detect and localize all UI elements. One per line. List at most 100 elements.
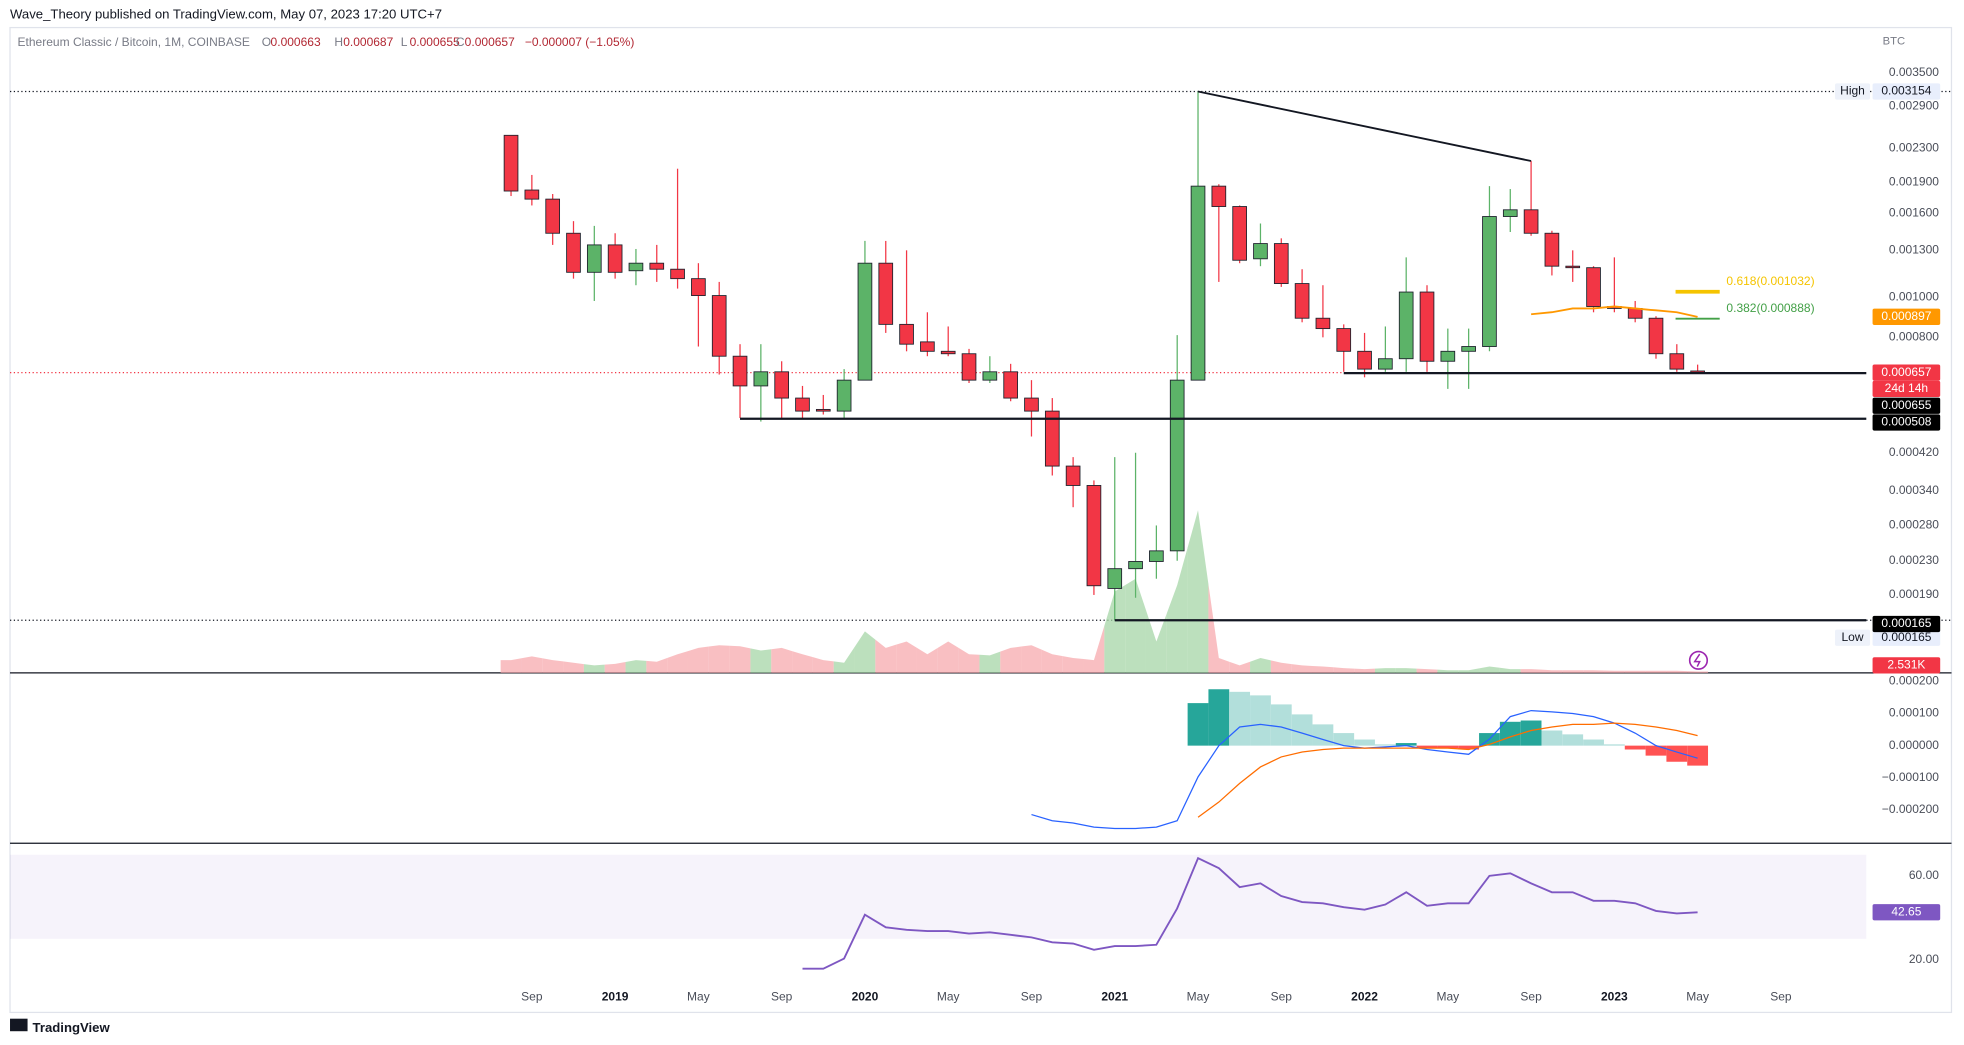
macd-histogram-bar [1208, 689, 1230, 746]
volume-area [771, 647, 793, 673]
candle-body [1357, 350, 1372, 370]
legend-value: 0.000655 [410, 35, 460, 49]
candle-body [1378, 358, 1393, 370]
macd-histogram-bar [1270, 704, 1292, 746]
y-tick-label: 0.001300 [1889, 243, 1939, 257]
ema-value: 0.000897 [1881, 309, 1931, 323]
volume-area [1250, 657, 1271, 673]
y-tick-label: 0.002300 [1889, 140, 1939, 154]
legend-label: C [456, 35, 465, 49]
ema-value-bg [1872, 308, 1941, 325]
candle-body [670, 268, 685, 280]
rsi-tick-label: 20.00 [1909, 952, 1939, 966]
rsi-tick-label: 60.00 [1909, 868, 1939, 882]
y-tick-label: 0.000800 [1889, 330, 1939, 344]
volume-area [1229, 661, 1251, 673]
legend-label: L [401, 35, 408, 49]
volume-area [1083, 625, 1105, 673]
candle-body [1440, 350, 1456, 362]
volume-area [1499, 667, 1521, 673]
level-value-bg [1872, 414, 1941, 431]
y-tick-label: 0.000340 [1889, 483, 1939, 497]
candle-body [1294, 283, 1310, 319]
candle-body [1211, 185, 1227, 207]
candle-body [878, 262, 894, 325]
volume-area [1062, 656, 1084, 673]
countdown: 24d 14h [1885, 381, 1928, 395]
volume-area [542, 658, 564, 673]
macd-histogram-bar [1583, 739, 1604, 746]
candle-body [1149, 550, 1164, 562]
macd-tick-label: −0.000100 [1882, 770, 1939, 784]
high-label-bg [1834, 83, 1871, 100]
volume-area [812, 657, 834, 673]
macd-histogram-bar [1354, 739, 1375, 746]
x-tick-label: 2019 [602, 990, 629, 1004]
macd-histogram-bar [1603, 744, 1625, 746]
volume-area [979, 651, 1001, 673]
candle-body [815, 408, 831, 412]
legend-value: 0.000657 [465, 35, 515, 49]
y-tick-label: 0.001600 [1889, 205, 1939, 219]
volume-area [500, 658, 522, 673]
y-tick-label: 0.001900 [1889, 175, 1939, 189]
trendline [1197, 90, 1532, 162]
fib-label: 0.618(0.001032) [1726, 274, 1814, 288]
volume-area [1000, 646, 1022, 673]
volume-area [1312, 665, 1334, 673]
high-label: High [1840, 84, 1865, 98]
volume-area [1416, 668, 1438, 673]
legend-value: 0.000687 [343, 35, 393, 49]
volume-area [1603, 670, 1625, 673]
volume-area [1541, 669, 1563, 673]
candle-body [1169, 379, 1185, 552]
candle-body [836, 379, 852, 412]
macd-histogram-bar [1520, 720, 1542, 746]
event-icon[interactable] [1688, 650, 1709, 670]
x-tick-label: May [1686, 990, 1709, 1004]
level-value: 0.000508 [1881, 415, 1931, 429]
y-tick-label: 0.003500 [1889, 65, 1939, 79]
candle-body [1565, 265, 1581, 269]
candle-body [649, 262, 665, 270]
volume-area [729, 645, 751, 673]
volume-value-bg [1872, 657, 1941, 674]
candle-body [1627, 307, 1643, 319]
x-tick-label: Sep [521, 990, 543, 1004]
volume-area [1208, 584, 1230, 673]
rsi-line [802, 856, 1698, 970]
volume-area [1041, 649, 1063, 673]
countdown-bg [1872, 380, 1941, 398]
legend-label: O [262, 35, 271, 49]
candle-body [1482, 216, 1497, 347]
candle-body [1669, 353, 1685, 370]
x-tick-label: May [1436, 990, 1459, 1004]
y-tick-label: 0.001000 [1889, 290, 1939, 304]
level-value-bg [1872, 615, 1941, 633]
y-tick-label: 0.000230 [1889, 553, 1939, 567]
macd-tick-label: −0.000200 [1882, 802, 1939, 816]
volume-area [521, 656, 543, 673]
candle-body [1190, 185, 1206, 381]
macd-histogram-bar [1250, 695, 1271, 746]
volume-area [896, 641, 917, 673]
x-tick-label: Sep [1520, 990, 1542, 1004]
candle-body [732, 355, 748, 387]
x-tick-label: 2023 [1601, 990, 1628, 1004]
macd-histogram-bar [1437, 745, 1459, 749]
x-tick-label: Sep [1271, 990, 1293, 1004]
volume-area [854, 631, 876, 673]
macd-histogram-bar [1416, 745, 1438, 749]
x-tick-label: Sep [771, 990, 793, 1004]
x-tick-label: May [1187, 990, 1210, 1004]
candle-body [566, 232, 581, 273]
volume-area [1187, 510, 1209, 673]
volume-area [1645, 670, 1667, 673]
candle-body [586, 244, 602, 273]
x-tick-label: May [937, 990, 960, 1004]
candle-body [753, 371, 769, 387]
candle-body [1523, 209, 1539, 234]
macd-histogram-bar [1562, 734, 1584, 746]
volume-area [1437, 669, 1459, 673]
